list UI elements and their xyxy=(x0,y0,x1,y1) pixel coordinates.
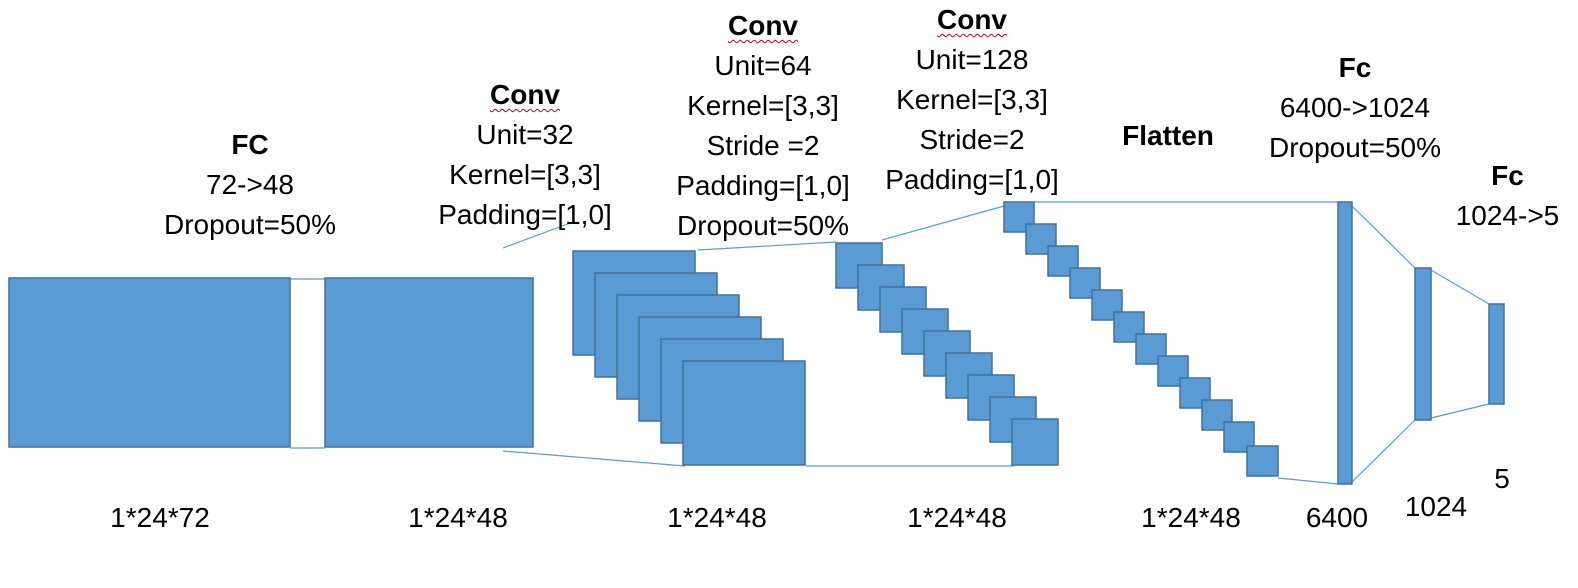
connector-line xyxy=(1277,477,1339,485)
flatten-vector-bar xyxy=(1337,201,1353,485)
connector-line xyxy=(1351,205,1416,269)
connector-line xyxy=(502,450,686,467)
layer-param: Kernel=[3,3] xyxy=(687,90,839,121)
layer-param: Kernel=[3,3] xyxy=(449,159,601,190)
dim-label-conv32: 1*24*48 xyxy=(667,502,767,533)
connector-line xyxy=(502,221,574,249)
layer-param: Dropout=50% xyxy=(1268,132,1441,163)
connector-line xyxy=(1351,419,1416,483)
dim-label-input: 1*24*72 xyxy=(110,502,210,533)
conv128-feature-map xyxy=(1025,223,1057,255)
input-block xyxy=(8,277,291,448)
fc-output-block xyxy=(324,277,534,448)
dim-label-fc5: 5 xyxy=(1494,463,1510,494)
layer-title: Conv xyxy=(490,79,560,110)
layer-title: FC xyxy=(231,129,269,160)
layer-title: Flatten xyxy=(1122,120,1214,151)
conv128-feature-map xyxy=(1003,201,1035,233)
layer-blocks xyxy=(8,201,1505,485)
dim-label-conv64: 1*24*48 xyxy=(907,502,1007,533)
dim-label-fc: 1*24*48 xyxy=(408,502,508,533)
layer-label-conv32: Conv Unit=32 Kernel=[3,3] Padding=[1,0] xyxy=(405,75,645,235)
layer-label-flatten: Flatten xyxy=(1088,116,1248,156)
layer-param: Unit=32 xyxy=(476,119,574,150)
dim-label-fc1024: 1024 xyxy=(1404,491,1468,522)
dim-label-conv128: 1*24*48 xyxy=(1141,502,1241,533)
layer-label-conv128: Conv Unit=128 Kernel=[3,3] Stride=2 Padd… xyxy=(852,0,1092,200)
layer-param: Unit=64 xyxy=(714,50,812,81)
layer-title: Conv xyxy=(937,4,1007,35)
layer-param: Stride=2 xyxy=(919,124,1025,155)
layer-title: Fc xyxy=(1491,160,1524,191)
layer-param: Padding=[1,0] xyxy=(885,164,1059,195)
layer-label-fc1024: Fc 6400->1024 Dropout=50% xyxy=(1245,48,1465,168)
layer-param: Dropout=50% xyxy=(163,209,336,240)
layer-title: Conv xyxy=(728,10,798,41)
layer-param: 1024->5 xyxy=(1455,200,1560,231)
layer-label-fc-input: FC 72->48 Dropout=50% xyxy=(130,125,370,245)
layer-param: 6400->1024 xyxy=(1279,92,1431,123)
fc1024-vector-bar xyxy=(1414,267,1432,421)
conv128-feature-map xyxy=(1113,311,1145,343)
conv32-feature-map xyxy=(682,360,806,466)
connector-line xyxy=(881,205,1005,241)
conv64-feature-map xyxy=(1011,418,1059,466)
layer-param: Padding=[1,0] xyxy=(438,199,612,230)
connector-line xyxy=(1430,403,1490,419)
connector-lines xyxy=(290,201,1490,485)
conv128-feature-map xyxy=(1246,445,1279,477)
layer-title: Fc xyxy=(1338,52,1372,83)
connector-line xyxy=(1430,269,1490,305)
layer-param: 72->48 xyxy=(206,169,294,200)
layer-param: Dropout=50% xyxy=(676,210,849,241)
conv128-feature-map xyxy=(1135,333,1167,365)
layer-param: Kernel=[3,3] xyxy=(896,84,1048,115)
dim-label-flatten: 6400 xyxy=(1305,502,1369,533)
layer-label-conv64: Conv Unit=64 Kernel=[3,3] Stride =2 Padd… xyxy=(643,6,883,246)
connector-line xyxy=(697,241,837,251)
layer-param: Unit=128 xyxy=(915,44,1029,75)
layer-label-fc5: Fc 1024->5 xyxy=(1440,156,1575,236)
fc5-output-bar xyxy=(1488,303,1505,405)
layer-param: Stride =2 xyxy=(706,130,820,161)
layer-param: Padding=[1,0] xyxy=(676,170,850,201)
